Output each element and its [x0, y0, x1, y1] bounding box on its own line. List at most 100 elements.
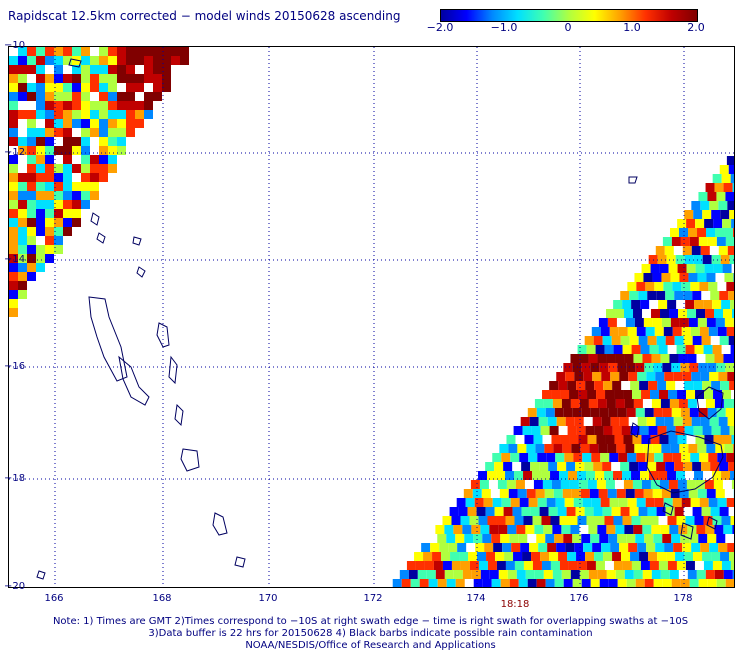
swath-cell [726, 453, 734, 462]
swath-cell [659, 435, 668, 444]
swath-cell [135, 101, 144, 110]
swath-cell [632, 390, 641, 399]
swath-cell [9, 182, 18, 191]
swath-cell [18, 137, 27, 146]
swath-cell [718, 327, 727, 336]
swath-cell [706, 228, 715, 237]
swath-cell [685, 426, 694, 435]
swath-cell [108, 164, 117, 173]
swath-cell [696, 309, 705, 318]
swath-cell [54, 245, 63, 254]
swath-cell [90, 119, 99, 128]
swath-cell [99, 110, 108, 119]
swath-cell [691, 543, 700, 552]
swath-cell [81, 119, 90, 128]
swath-cell [708, 579, 717, 587]
swath-cell [543, 480, 552, 489]
swath-cell [661, 444, 670, 453]
swath-cell [108, 101, 117, 110]
swath-cell [588, 525, 597, 534]
swath-cell [576, 552, 585, 561]
swath-cell [153, 47, 162, 56]
swath-cell [99, 146, 108, 155]
swath-cell [591, 579, 600, 587]
swath-cell [573, 453, 582, 462]
swath-cell [108, 92, 117, 101]
swath-cell [599, 534, 608, 543]
swath-cell [27, 164, 36, 173]
swath-cell [36, 110, 45, 119]
swath-cell [519, 579, 528, 587]
swath-cell [554, 534, 563, 543]
swath-cell [513, 507, 522, 516]
swath-cell [685, 516, 694, 525]
swath-cell [628, 498, 637, 507]
swath-cell [709, 372, 718, 381]
swath-cell [430, 543, 439, 552]
swath-cell [462, 525, 471, 534]
swath-cell [630, 336, 639, 345]
swath-cell [623, 435, 632, 444]
swath-cell [645, 282, 654, 291]
swath-cell [36, 227, 45, 236]
swath-cell [582, 579, 591, 587]
swath-cell [693, 210, 702, 219]
swath-cell [727, 327, 734, 336]
swath-cell [670, 399, 679, 408]
swath-cell [578, 561, 587, 570]
swath-cell [45, 137, 54, 146]
swath-cell [675, 507, 684, 516]
swath-cell [27, 263, 36, 272]
swath-cell [716, 192, 725, 201]
swath-cell [36, 65, 45, 74]
swath-cells [9, 47, 734, 587]
swath-cell [135, 47, 144, 56]
swath-cell [586, 516, 595, 525]
swath-cell [63, 173, 72, 182]
swath-cell [479, 561, 488, 570]
swath-cell [117, 74, 126, 83]
swath-cell [18, 200, 27, 209]
swath-cell [459, 552, 468, 561]
swath-cell [663, 237, 672, 246]
swath-cell [669, 264, 678, 273]
swath-cell [90, 56, 99, 65]
swath-cell [700, 372, 709, 381]
swath-cell [624, 525, 633, 534]
swath-cell [63, 119, 72, 128]
swath-cell [630, 507, 639, 516]
swath-cell [552, 525, 561, 534]
swath-cell [63, 164, 72, 173]
swath-cell [631, 300, 640, 309]
swath-cell [637, 543, 646, 552]
swath-cell [583, 372, 592, 381]
swath-cell [693, 381, 702, 390]
colorbar-tick-label: −1.0 [491, 21, 518, 34]
swath-cell [474, 579, 483, 587]
swath-cell [81, 173, 90, 182]
swath-cell [711, 210, 720, 219]
swath-cell [607, 444, 616, 453]
swath-cell [731, 174, 734, 183]
swath-cell [637, 498, 646, 507]
swath-cell [640, 426, 649, 435]
swath-cell [536, 534, 545, 543]
swath-cell [500, 534, 509, 543]
swath-cell [516, 480, 525, 489]
swath-cell [81, 200, 90, 209]
swath-cell [546, 579, 555, 587]
swath-cell [614, 345, 623, 354]
swath-cell [563, 363, 572, 372]
swath-cell [443, 561, 452, 570]
swath-cell [539, 417, 548, 426]
swath-cell [126, 74, 135, 83]
swath-cell [488, 561, 497, 570]
swath-cell [411, 579, 420, 587]
swath-cell [9, 74, 18, 83]
swath-cell [582, 408, 591, 417]
swath-cell [660, 354, 669, 363]
swath-cell [27, 56, 36, 65]
swath-cell [548, 462, 557, 471]
swath-cell [720, 210, 729, 219]
swath-cell [606, 480, 615, 489]
